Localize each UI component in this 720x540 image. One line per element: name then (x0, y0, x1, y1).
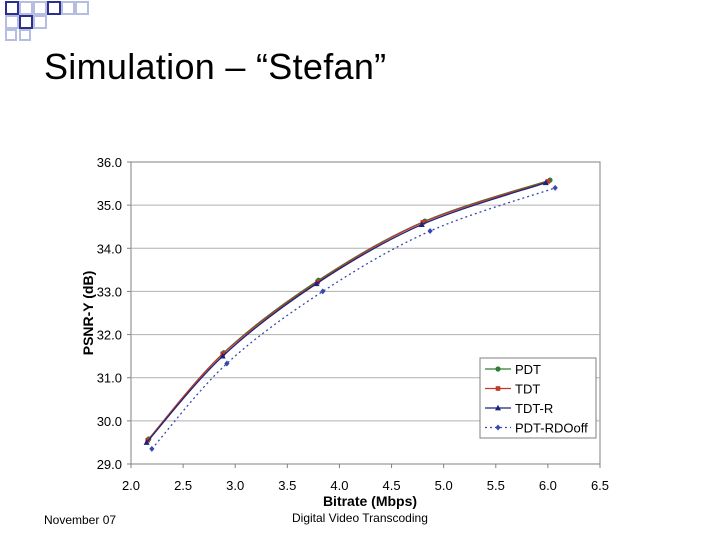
deco-square (5, 1, 19, 15)
legend-label: PDT (515, 362, 541, 377)
series-group (143, 177, 558, 452)
x-tick-label: 6.5 (591, 478, 609, 493)
data-point (495, 366, 501, 372)
data-point (143, 439, 150, 445)
data-point (495, 404, 501, 411)
y-axis-label: PSNR-Y (dB) (80, 271, 96, 356)
legend-label: TDT-R (515, 401, 553, 416)
data-point (542, 179, 549, 186)
deco-square (33, 15, 47, 29)
deco-square (61, 1, 75, 15)
psnr-bitrate-chart: 36.0 35.0 34.0 33.0 32.0 31.0 30.0 29.0 2.0 2.5 3… (80, 155, 609, 509)
footer-date: November 07 (44, 513, 117, 527)
x-tick-label: 2.5 (174, 478, 192, 493)
x-tick-label: 4.0 (330, 478, 348, 493)
x-axis-label: Bitrate (Mbps) (323, 493, 417, 509)
legend-box (479, 357, 597, 439)
legend-label: TDT (515, 382, 540, 397)
deco-square (47, 1, 61, 15)
data-point (495, 424, 501, 431)
y-tick-label: 32.0 (97, 328, 122, 343)
deco-square (19, 15, 33, 29)
y-tick-labels: 36.0 35.0 34.0 33.0 32.0 31.0 30.0 29.0 (97, 155, 131, 472)
x-tick-label: 5.5 (487, 478, 505, 493)
data-point (420, 220, 426, 225)
y-tick-label: 35.0 (97, 198, 122, 213)
y-tick-label: 33.0 (97, 284, 122, 299)
deco-square (33, 1, 47, 15)
deco-square (19, 1, 33, 15)
data-point (552, 184, 558, 191)
x-tick-labels: 2.0 2.5 3.0 3.5 4.0 4.5 5.0 5.5 6.0 6.5 (122, 464, 609, 493)
series-tdt-r (143, 179, 549, 445)
x-tick-label: 3.0 (226, 478, 244, 493)
data-point (149, 445, 155, 452)
footer-title: Digital Video Transcoding (292, 511, 428, 525)
series-line (151, 187, 556, 450)
y-tick-label: 29.0 (97, 457, 122, 472)
data-point (427, 228, 433, 235)
x-tick-label: 4.5 (383, 478, 401, 493)
legend: PDT TDT TDT-R PDT-RDOoff (479, 357, 597, 439)
deco-square (5, 29, 17, 41)
y-tick-label: 36.0 (97, 155, 122, 170)
deco-square (75, 1, 89, 15)
legend-label: PDT-RDOoff (515, 421, 588, 436)
x-tick-label: 3.5 (278, 478, 296, 493)
x-tick-label: 2.0 (122, 478, 140, 493)
data-point (495, 386, 501, 391)
x-tick-label: 5.0 (435, 478, 453, 493)
y-tick-label: 30.0 (97, 414, 122, 429)
deco-square (19, 29, 31, 41)
data-point (545, 179, 551, 184)
y-tick-label: 34.0 (97, 241, 122, 256)
corner-decoration (5, 1, 89, 41)
data-point (224, 360, 230, 367)
data-point (219, 352, 226, 359)
y-tick-label: 31.0 (97, 371, 122, 386)
deco-square (5, 15, 19, 29)
x-tick-label: 6.0 (539, 478, 557, 493)
data-point (313, 280, 320, 287)
slide-title: Simulation – “Stefan” (44, 46, 387, 87)
data-point (418, 221, 425, 227)
data-point (315, 279, 320, 285)
